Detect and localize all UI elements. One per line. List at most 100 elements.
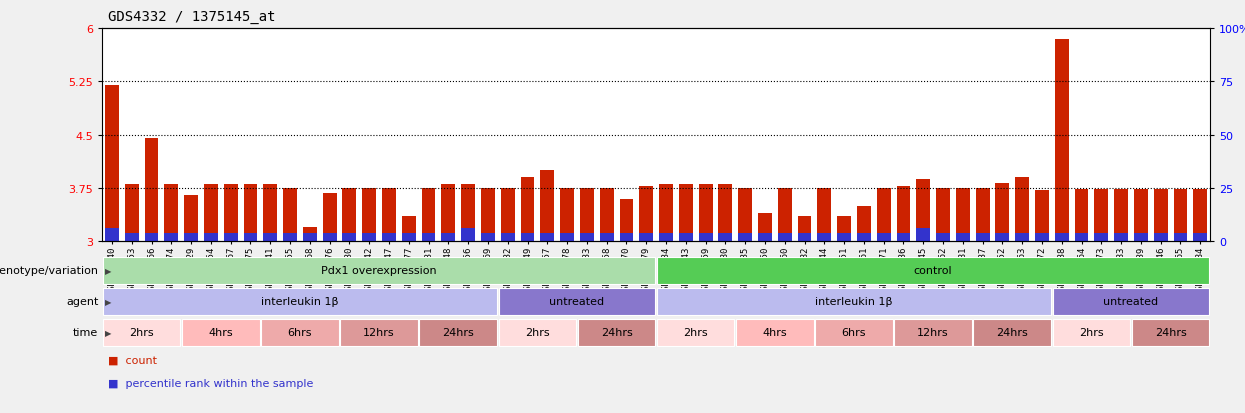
Bar [264, 185, 278, 242]
Bar [520, 178, 534, 242]
Text: 4hrs: 4hrs [208, 328, 233, 337]
Bar [738, 233, 752, 242]
Bar [659, 233, 674, 242]
Bar [659, 185, 674, 242]
Bar [876, 233, 890, 242]
Bar [422, 188, 436, 242]
Bar [1132, 319, 1209, 346]
Bar [1055, 40, 1068, 242]
Bar [818, 233, 832, 242]
Bar [916, 179, 930, 242]
Text: 2hrs: 2hrs [525, 328, 550, 337]
Bar [382, 188, 396, 242]
Bar [578, 319, 655, 346]
Bar [976, 188, 990, 242]
Bar [1035, 190, 1048, 242]
Bar [442, 233, 456, 242]
Bar [657, 257, 1209, 284]
Text: 24hrs: 24hrs [600, 328, 632, 337]
Bar [103, 288, 497, 315]
Bar [362, 233, 376, 242]
Bar [580, 233, 594, 242]
Bar [420, 319, 497, 346]
Text: untreated: untreated [1103, 297, 1159, 306]
Bar [698, 233, 712, 242]
Bar [303, 228, 316, 242]
Bar [758, 213, 772, 242]
Text: interleukin 1β: interleukin 1β [261, 297, 339, 306]
Bar [936, 233, 950, 242]
Bar [500, 188, 514, 242]
Bar [204, 233, 218, 242]
Text: 24hrs: 24hrs [1154, 328, 1186, 337]
Bar [639, 186, 654, 242]
Bar [382, 233, 396, 242]
Bar [1193, 190, 1208, 242]
Bar [1074, 233, 1088, 242]
Bar [956, 188, 970, 242]
Bar [105, 229, 120, 242]
Text: time: time [73, 328, 98, 337]
Bar [718, 233, 732, 242]
Text: 6hrs: 6hrs [842, 328, 867, 337]
Text: interleukin 1β: interleukin 1β [815, 297, 893, 306]
Text: 2hrs: 2hrs [684, 328, 708, 337]
Bar [1015, 178, 1030, 242]
Bar [837, 233, 852, 242]
Text: 24hrs: 24hrs [442, 328, 474, 337]
Bar [144, 233, 158, 242]
Text: 24hrs: 24hrs [996, 328, 1028, 337]
Bar [224, 233, 238, 242]
Bar [442, 185, 456, 242]
Bar [1015, 233, 1030, 242]
Bar [481, 188, 494, 242]
Bar [778, 233, 792, 242]
Bar [184, 195, 198, 242]
Bar [224, 185, 238, 242]
Bar [956, 233, 970, 242]
Bar [244, 233, 258, 242]
Text: ▶: ▶ [105, 266, 111, 275]
Bar [1134, 233, 1148, 242]
Bar [974, 319, 1051, 346]
Bar [657, 319, 735, 346]
Bar [461, 185, 476, 242]
Bar [1094, 233, 1108, 242]
Bar [264, 233, 278, 242]
Bar [1094, 190, 1108, 242]
Bar [620, 233, 634, 242]
Bar [560, 233, 574, 242]
Bar [1193, 233, 1208, 242]
Bar [778, 188, 792, 242]
Bar [144, 139, 158, 242]
Bar [402, 233, 416, 242]
Bar [698, 185, 712, 242]
Text: agent: agent [66, 297, 98, 306]
Bar [916, 229, 930, 242]
Bar [1052, 288, 1209, 315]
Bar [1052, 319, 1130, 346]
Bar [600, 233, 614, 242]
Bar [758, 233, 772, 242]
Bar [798, 233, 812, 242]
Text: 2hrs: 2hrs [129, 328, 154, 337]
Text: Pdx1 overexpression: Pdx1 overexpression [321, 266, 437, 275]
Bar [857, 233, 870, 242]
Text: ■  count: ■ count [108, 355, 157, 365]
Bar [894, 319, 972, 346]
Bar [322, 193, 336, 242]
Bar [422, 233, 436, 242]
Bar [738, 188, 752, 242]
Bar [204, 185, 218, 242]
Bar [342, 188, 356, 242]
Bar [736, 319, 814, 346]
Bar [620, 199, 634, 242]
Bar [1114, 233, 1128, 242]
Bar [283, 233, 298, 242]
Bar [996, 233, 1010, 242]
Bar [244, 185, 258, 242]
Bar [837, 217, 852, 242]
Bar [896, 186, 910, 242]
Bar [402, 217, 416, 242]
Bar [1154, 190, 1168, 242]
